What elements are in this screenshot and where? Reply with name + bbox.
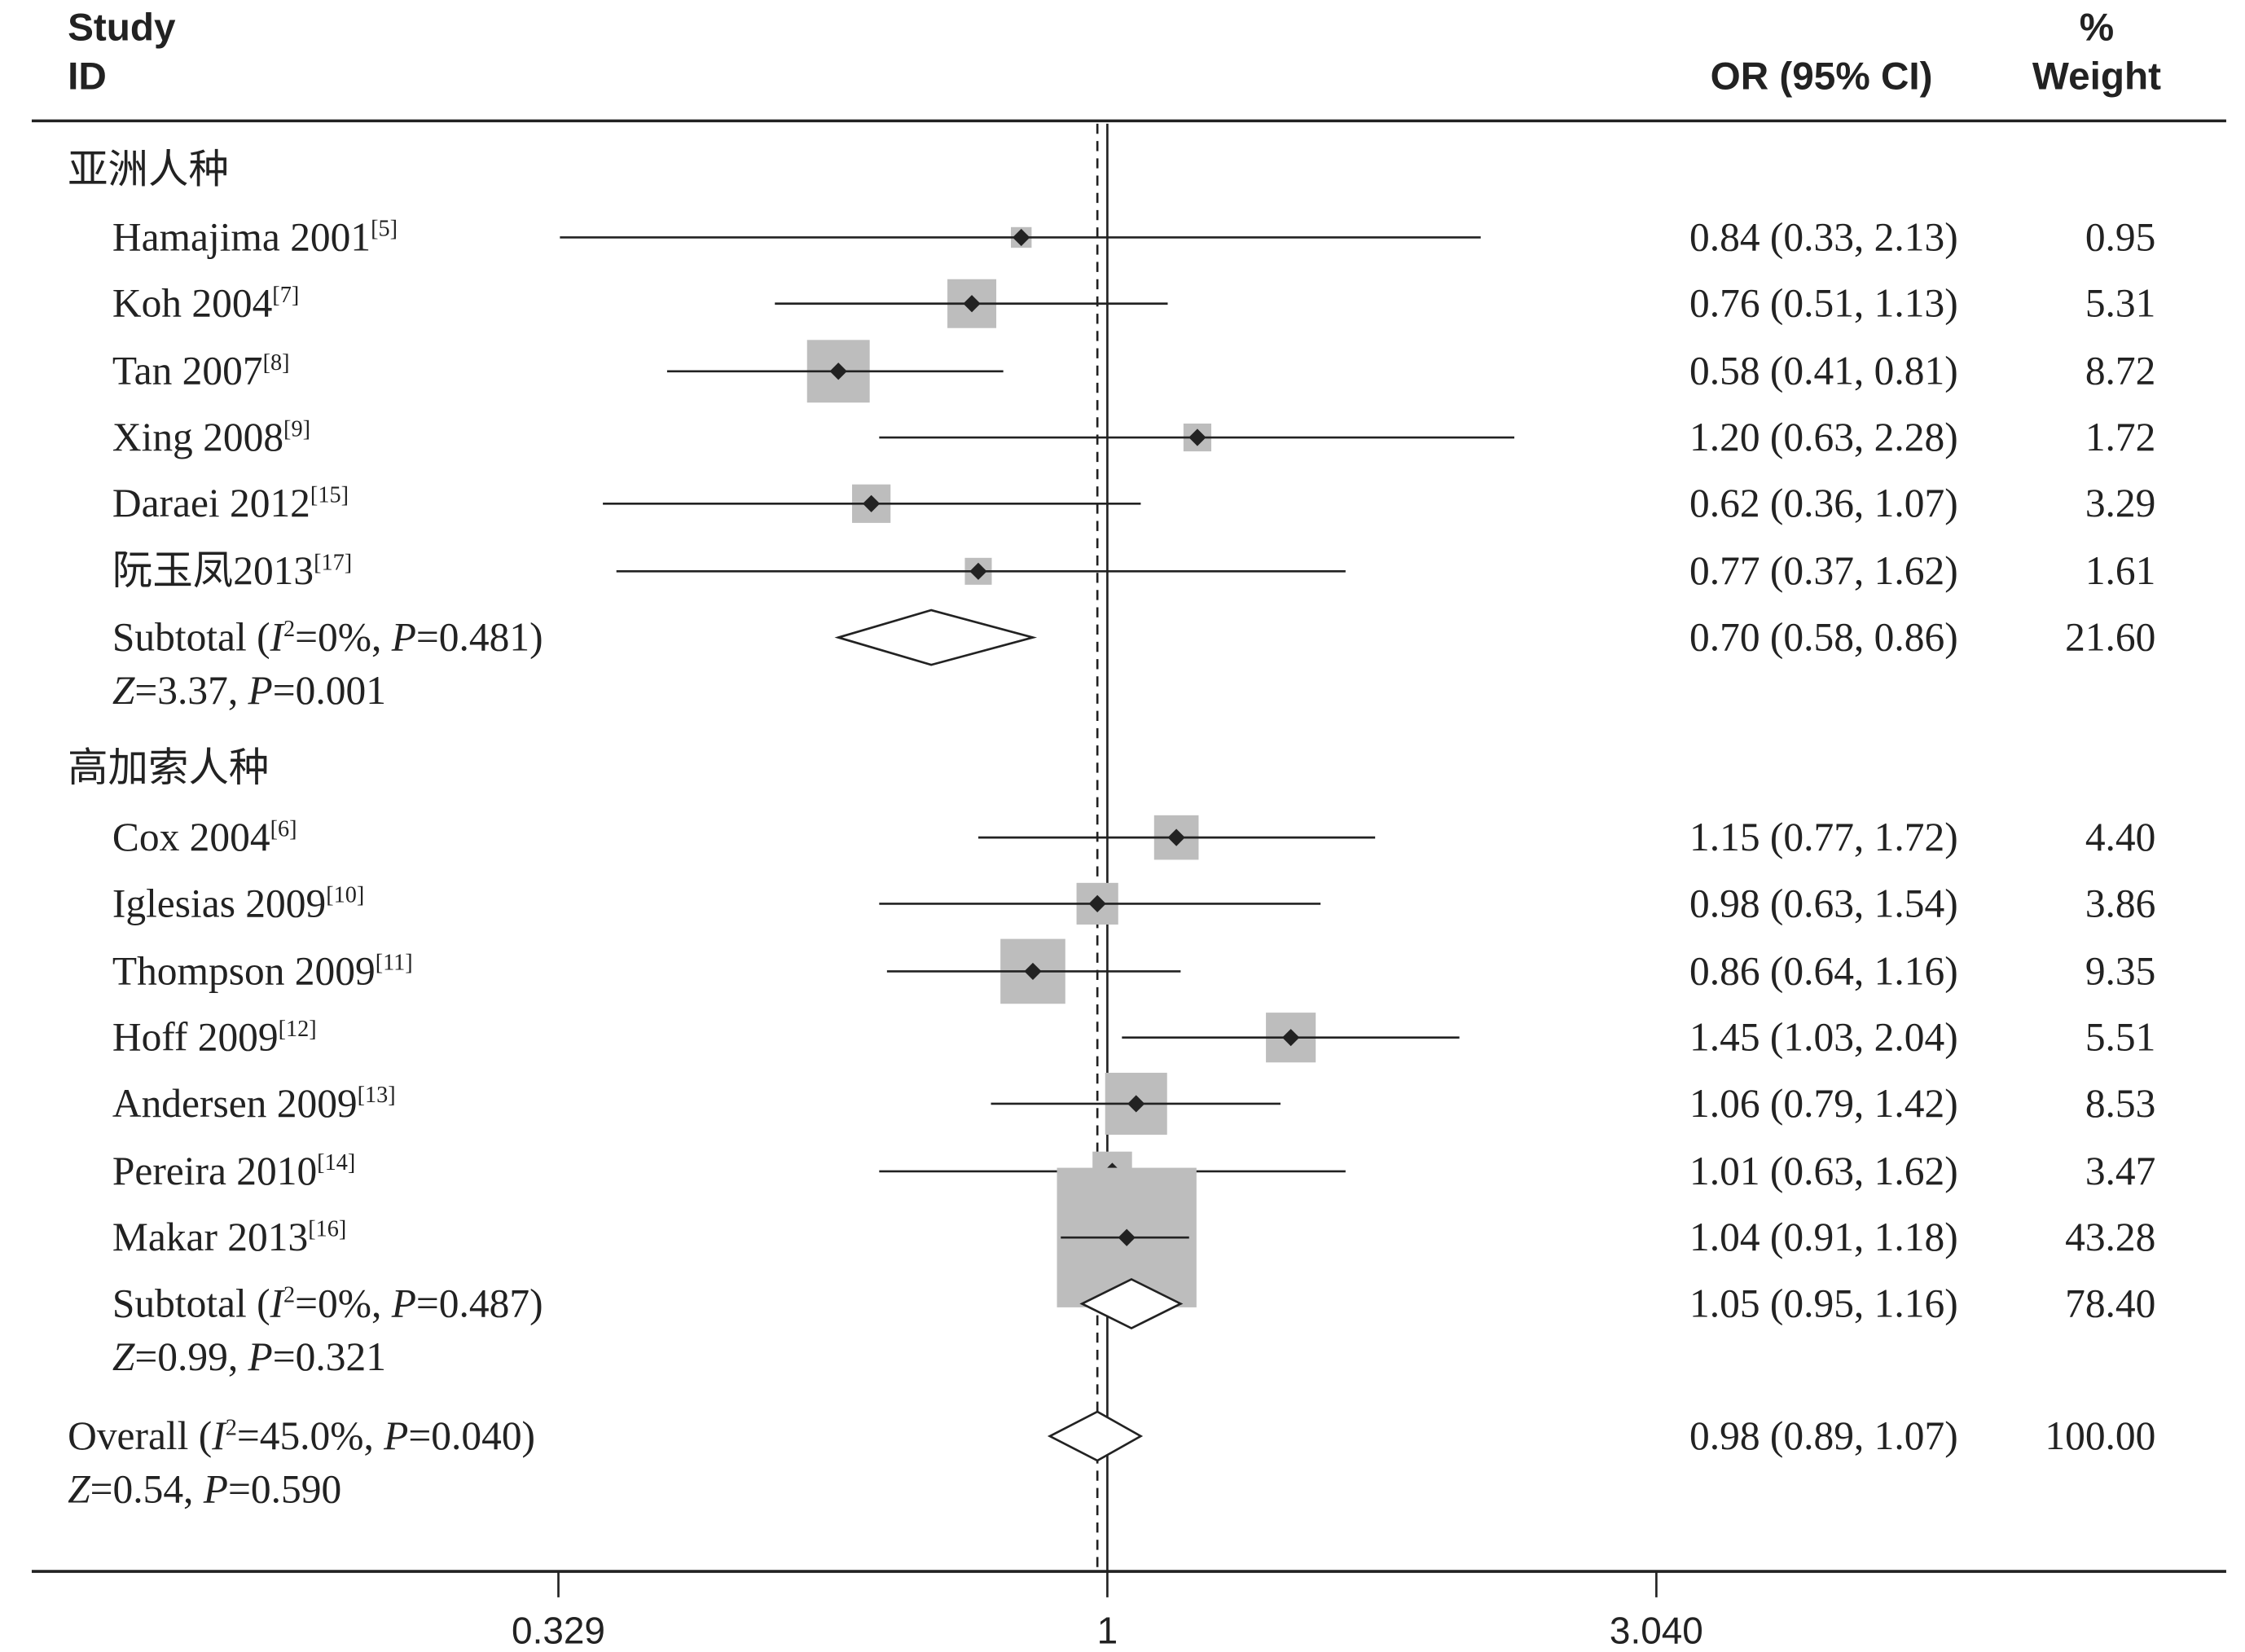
- point-estimate: [1024, 962, 1042, 981]
- heterogeneity-label: Subtotal (I2=0%, P=0.481): [112, 614, 543, 659]
- x-tick-label: 1: [1097, 1609, 1118, 1651]
- study-label: Pereira 2010[14]: [112, 1149, 355, 1193]
- weight-value: 5.31: [2085, 281, 2156, 326]
- x-tick-label: 0.329: [512, 1609, 605, 1651]
- z-test-label: Z=0.99, P=0.321: [112, 1334, 386, 1379]
- weight-value: 3.86: [2085, 881, 2156, 925]
- header-or: OR (95% CI): [1711, 55, 1933, 99]
- subgroup-heading: 高加索人种: [68, 745, 269, 790]
- pooled-diamond: [834, 609, 1038, 666]
- point-estimate: [1127, 1095, 1145, 1113]
- weight-value: 3.29: [2085, 481, 2156, 525]
- weight-value: 78.40: [2065, 1281, 2155, 1325]
- study-label: Iglesias 2009[10]: [112, 881, 364, 925]
- point-estimate: [863, 494, 881, 512]
- study-label: Koh 2004[7]: [112, 281, 299, 326]
- weight-value: 8.72: [2085, 349, 2156, 393]
- weight-value: 0.95: [2085, 214, 2156, 259]
- pooled-diamond: [1079, 1277, 1184, 1330]
- point-estimate: [829, 362, 847, 380]
- weight-value: 3.47: [2085, 1149, 2156, 1193]
- weight-value: 9.35: [2085, 948, 2156, 993]
- study-label: 阮玉凤2013[17]: [112, 548, 352, 593]
- or-ci-value: 1.06 (0.79, 1.42): [1689, 1081, 1958, 1126]
- weight-value: 21.60: [2065, 614, 2155, 659]
- study-label: Hoff 2009[12]: [112, 1015, 317, 1060]
- or-ci-value: 0.70 (0.58, 0.86): [1689, 614, 1958, 659]
- z-test-label: Z=0.54, P=0.590: [68, 1466, 341, 1511]
- or-ci-value: 0.76 (0.51, 1.13): [1689, 281, 1958, 326]
- weight-value: 5.51: [2085, 1015, 2156, 1060]
- or-ci-value: 0.98 (0.63, 1.54): [1689, 881, 1958, 925]
- study-label: Daraei 2012[15]: [112, 481, 349, 525]
- or-ci-value: 1.05 (0.95, 1.16): [1689, 1281, 1958, 1325]
- or-ci-value: 0.62 (0.36, 1.07): [1689, 481, 1958, 525]
- point-estimate: [1013, 228, 1030, 247]
- or-ci-value: 1.45 (1.03, 2.04): [1689, 1015, 1958, 1060]
- study-label: Xing 2008[9]: [112, 415, 310, 459]
- study-label: Cox 2004[6]: [112, 815, 297, 859]
- pooled-diamond: [1047, 1410, 1144, 1462]
- point-estimate: [1167, 828, 1185, 846]
- study-label: Andersen 2009[13]: [112, 1081, 396, 1126]
- point-estimate: [963, 295, 981, 313]
- or-ci-value: 0.98 (0.89, 1.07): [1689, 1413, 1958, 1458]
- weight-value: 100.00: [2045, 1413, 2155, 1458]
- or-ci-value: 0.77 (0.37, 1.62): [1689, 548, 1958, 593]
- weight-value: 8.53: [2085, 1081, 2156, 1126]
- or-ci-value: 0.86 (0.64, 1.16): [1689, 948, 1958, 993]
- or-ci-value: 1.20 (0.63, 2.28): [1689, 415, 1958, 459]
- header-weight: Weight: [2032, 55, 2161, 99]
- heterogeneity-label: Subtotal (I2=0%, P=0.487): [112, 1281, 543, 1325]
- z-test-label: Z=3.37, P=0.001: [112, 668, 386, 713]
- or-ci-value: 0.58 (0.41, 0.81): [1689, 349, 1958, 393]
- or-ci-value: 1.01 (0.63, 1.62): [1689, 1149, 1958, 1193]
- study-label: Hamajima 2001[5]: [112, 214, 398, 259]
- or-ci-value: 1.04 (0.91, 1.18): [1689, 1215, 1958, 1259]
- x-tick-label: 3.040: [1610, 1609, 1703, 1651]
- or-ci-value: 1.15 (0.77, 1.72): [1689, 815, 1958, 859]
- study-label: Thompson 2009[11]: [112, 948, 413, 993]
- header-study: Study: [68, 6, 176, 49]
- study-label: Makar 2013[16]: [112, 1215, 346, 1259]
- weight-value: 43.28: [2065, 1215, 2155, 1259]
- study-label: Tan 2007[8]: [112, 349, 290, 393]
- point-estimate: [1088, 894, 1106, 912]
- point-estimate: [1282, 1029, 1300, 1047]
- header-id: ID: [68, 55, 107, 99]
- heterogeneity-label: Overall (I2=45.0%, P=0.040): [68, 1413, 535, 1458]
- weight-value: 1.72: [2085, 415, 2156, 459]
- or-ci-value: 0.84 (0.33, 2.13): [1689, 214, 1958, 259]
- subgroup-heading: 亚洲人种: [68, 147, 229, 191]
- point-estimate: [1188, 428, 1206, 446]
- weight-value: 4.40: [2085, 815, 2156, 859]
- header-percent: %: [2080, 6, 2114, 49]
- point-estimate: [1118, 1228, 1136, 1246]
- weight-value: 1.61: [2085, 548, 2156, 593]
